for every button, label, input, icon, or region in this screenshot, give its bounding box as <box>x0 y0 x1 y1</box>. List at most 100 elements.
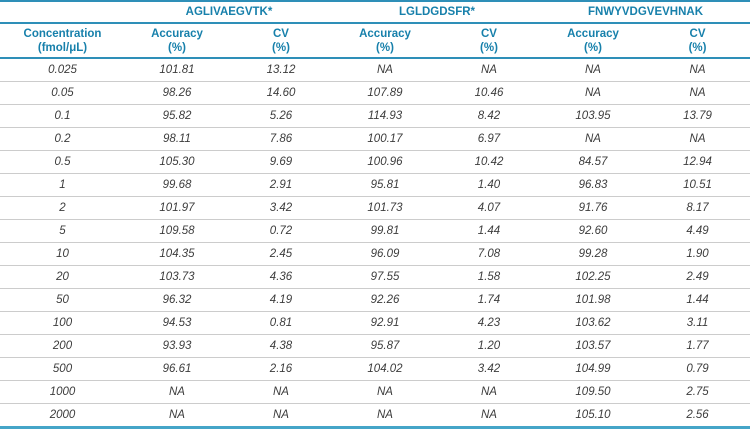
table-row: 2000 NA NA NA NA 105.10 2.56 <box>0 403 750 429</box>
peptide-group-row: AGLIVAEGVTK* LGLDGDSFR* FNWYVDGVEVHNAK <box>0 1 750 24</box>
value-cell: 0.81 <box>229 311 333 335</box>
table-row: 0.1 95.82 5.26 114.93 8.42 103.95 13.79 <box>0 104 750 128</box>
column-header-line2: (%) <box>480 41 498 54</box>
column-header-line2: (fmol/μL) <box>37 41 88 54</box>
value-cell: NA <box>229 380 333 404</box>
value-cell: 99.81 <box>333 219 437 243</box>
table-row: 100 94.53 0.81 92.91 4.23 103.62 3.11 <box>0 311 750 335</box>
value-cell: 4.23 <box>437 311 541 335</box>
value-cell: 96.83 <box>541 173 645 197</box>
value-cell: 104.02 <box>333 357 437 381</box>
concentration-cell: 0.5 <box>0 150 125 174</box>
column-header-line2: (%) <box>168 41 186 54</box>
value-cell: 12.94 <box>645 150 750 174</box>
concentration-cell: 200 <box>0 334 125 358</box>
concentration-cell: 0.05 <box>0 81 125 105</box>
value-cell: NA <box>125 403 229 429</box>
column-header-line2: (%) <box>376 41 394 54</box>
value-cell: NA <box>125 380 229 404</box>
value-cell: 7.86 <box>229 127 333 151</box>
value-cell: 1.58 <box>437 265 541 289</box>
value-cell: 0.72 <box>229 219 333 243</box>
value-cell: NA <box>437 58 541 82</box>
value-cell: 0.79 <box>645 357 750 381</box>
value-cell: NA <box>333 58 437 82</box>
column-header-line2: (%) <box>272 41 290 54</box>
value-cell: 96.09 <box>333 242 437 266</box>
value-cell: 95.87 <box>333 334 437 358</box>
value-cell: 97.55 <box>333 265 437 289</box>
value-cell: 93.93 <box>125 334 229 358</box>
corner-cell <box>0 1 125 24</box>
value-cell: 10.46 <box>437 81 541 105</box>
value-cell: 100.17 <box>333 127 437 151</box>
table-row: 1000 NA NA NA NA 109.50 2.75 <box>0 380 750 404</box>
value-cell: 99.68 <box>125 173 229 197</box>
table-row: 0.5 105.30 9.69 100.96 10.42 84.57 12.94 <box>0 150 750 174</box>
value-cell: 2.16 <box>229 357 333 381</box>
value-cell: 3.42 <box>229 196 333 220</box>
value-cell: 4.19 <box>229 288 333 312</box>
value-cell: 4.38 <box>229 334 333 358</box>
column-header-line2: (%) <box>584 41 602 54</box>
value-cell: 8.42 <box>437 104 541 128</box>
concentration-cell: 100 <box>0 311 125 335</box>
value-cell: 103.73 <box>125 265 229 289</box>
value-cell: 2.45 <box>229 242 333 266</box>
value-cell: NA <box>333 380 437 404</box>
value-cell: 2.56 <box>645 403 750 429</box>
column-header-line1: Accuracy <box>151 27 203 40</box>
value-cell: 7.08 <box>437 242 541 266</box>
table-row: 50 96.32 4.19 92.26 1.74 101.98 1.44 <box>0 288 750 312</box>
value-cell: 109.50 <box>541 380 645 404</box>
table-header: AGLIVAEGVTK* LGLDGDSFR* FNWYVDGVEVHNAK Con… <box>0 1 750 59</box>
value-cell: 1.74 <box>437 288 541 312</box>
value-cell: 5.26 <box>229 104 333 128</box>
column-header-line2: (%) <box>688 41 707 54</box>
concentration-cell: 0.025 <box>0 58 125 82</box>
value-cell: NA <box>541 81 645 105</box>
value-cell: 8.17 <box>645 196 750 220</box>
value-cell: 1.44 <box>437 219 541 243</box>
concentration-column-header: Concentration (fmol/μL) <box>0 23 125 59</box>
value-cell: 107.89 <box>333 81 437 105</box>
value-cell: 105.30 <box>125 150 229 174</box>
table-row: 2 101.97 3.42 101.73 4.07 91.76 8.17 <box>0 196 750 220</box>
table-row: 200 93.93 4.38 95.87 1.20 103.57 1.77 <box>0 334 750 358</box>
value-cell: NA <box>229 403 333 429</box>
concentration-cell: 1 <box>0 173 125 197</box>
metric-column-header: CV (%) <box>229 23 333 59</box>
value-cell: 2.91 <box>229 173 333 197</box>
value-cell: NA <box>645 81 750 105</box>
value-cell: 98.11 <box>125 127 229 151</box>
concentration-cell: 50 <box>0 288 125 312</box>
value-cell: 101.81 <box>125 58 229 82</box>
column-header-line1: CV <box>273 27 289 40</box>
metric-column-header: CV (%) <box>437 23 541 59</box>
concentration-cell: 0.2 <box>0 127 125 151</box>
table-row: 5 109.58 0.72 99.81 1.44 92.60 4.49 <box>0 219 750 243</box>
table-row: 1 99.68 2.91 95.81 1.40 96.83 10.51 <box>0 173 750 197</box>
concentration-cell: 10 <box>0 242 125 266</box>
value-cell: NA <box>541 127 645 151</box>
value-cell: 103.57 <box>541 334 645 358</box>
table-row: 0.05 98.26 14.60 107.89 10.46 NA NA <box>0 81 750 105</box>
value-cell: 103.62 <box>541 311 645 335</box>
value-cell: 10.51 <box>645 173 750 197</box>
value-cell: 3.42 <box>437 357 541 381</box>
value-cell: 105.10 <box>541 403 645 429</box>
peptide-group-header: FNWYVDGVEVHNAK <box>541 1 750 24</box>
column-header-line1: Accuracy <box>567 27 619 40</box>
table-row: 10 104.35 2.45 96.09 7.08 99.28 1.90 <box>0 242 750 266</box>
column-header-line1: CV <box>481 27 497 40</box>
column-header-line1: Accuracy <box>359 27 411 40</box>
value-cell: 99.28 <box>541 242 645 266</box>
value-cell: 1.40 <box>437 173 541 197</box>
concentration-cell: 5 <box>0 219 125 243</box>
value-cell: 1.90 <box>645 242 750 266</box>
value-cell: 98.26 <box>125 81 229 105</box>
concentration-cell: 2 <box>0 196 125 220</box>
value-cell: NA <box>333 403 437 429</box>
value-cell: 3.11 <box>645 311 750 335</box>
value-cell: NA <box>437 403 541 429</box>
